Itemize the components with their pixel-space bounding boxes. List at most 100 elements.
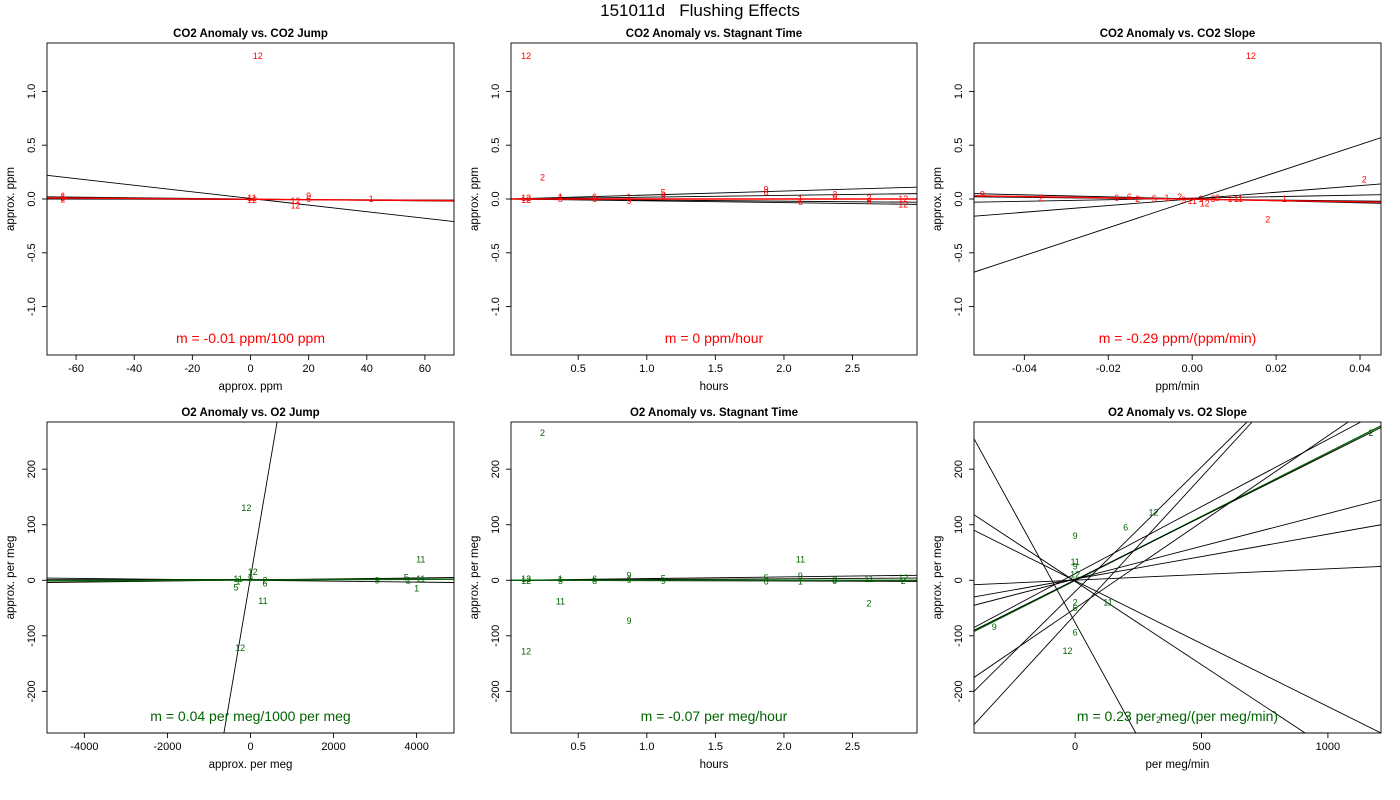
point-label: 12	[235, 643, 245, 653]
point-label: 12	[253, 51, 263, 61]
point-label: 6	[1215, 193, 1220, 203]
x-tick-label: 40	[361, 363, 373, 375]
point-label: 9	[626, 616, 631, 626]
point-label: 11	[1103, 597, 1112, 607]
panel-title: CO2 Anomaly vs. CO2 Slope	[1100, 28, 1256, 40]
point-label: 9	[832, 192, 837, 202]
x-tick-label: 1000	[1316, 741, 1340, 753]
x-tick-label: 0.04	[1349, 363, 1370, 375]
point-label: 9	[764, 184, 769, 194]
point-label: 9	[248, 574, 253, 584]
y-tick-label: 0.0	[953, 191, 965, 206]
point-label: 6	[263, 579, 268, 589]
point-label: 12	[521, 51, 531, 61]
point-label: 12	[247, 195, 257, 205]
fit-lines	[511, 574, 917, 582]
y-tick-label: 200	[26, 460, 38, 478]
x-tick-label: 4000	[404, 741, 428, 753]
fit-line	[974, 422, 1349, 678]
point-label: 2	[1177, 192, 1182, 202]
point-label: 1	[798, 194, 803, 204]
x-tick-label: 0	[247, 363, 253, 375]
point-label: 1	[1282, 194, 1287, 204]
fit-lines	[47, 174, 454, 223]
slope-annotation: m = 0 ppm/hour	[665, 330, 764, 346]
y-tick-label: 1.0	[26, 84, 38, 99]
y-tick-label: 0.0	[490, 191, 502, 206]
x-tick-label: 2.0	[776, 363, 791, 375]
point-label: 2	[263, 575, 268, 585]
point-label: 11	[1188, 196, 1197, 206]
y-axis-label: approx. ppm	[5, 167, 17, 231]
point-label: 11	[416, 555, 425, 565]
y-tick-label: -1.0	[490, 297, 502, 316]
x-axis-label: ppm/min	[1155, 381, 1199, 393]
fit-lines	[974, 422, 1381, 733]
point-label: 5	[661, 574, 666, 584]
point-label: 12	[248, 567, 258, 577]
point-label: 2	[1156, 715, 1161, 725]
point-label: 5	[558, 194, 563, 204]
point-label: 9	[626, 196, 631, 206]
point-label: 1	[558, 192, 563, 202]
point-label: 9	[798, 571, 803, 581]
y-axis: -1.0 -0.5 0.0 0.5 1.0 approx. ppm	[469, 84, 512, 316]
point-label: 12	[521, 193, 531, 203]
x-axis: 0 500 1000 per meg/min	[1072, 732, 1340, 771]
point-label: 12	[521, 576, 531, 586]
panel-o2-stag: O2 Anomaly vs. Stagnant Time212121215116…	[469, 407, 918, 771]
point-label: 6	[764, 576, 769, 586]
point-label: 11	[258, 596, 267, 606]
y-tick-label: 200	[490, 460, 502, 478]
point-label: 1	[626, 192, 631, 202]
x-tick-label: 60	[419, 363, 431, 375]
y-tick-label: 1.0	[953, 84, 965, 99]
point-label: 9	[626, 570, 631, 580]
x-axis-label: hours	[700, 759, 729, 771]
point-label: 12	[521, 574, 531, 584]
fit-line	[974, 183, 1381, 217]
x-tick-label: 0	[247, 741, 253, 753]
x-tick-label: 1.5	[708, 741, 723, 753]
y-axis-label: approx. ppm	[932, 167, 944, 231]
point-label: 2	[866, 193, 871, 203]
x-axis-label: per meg/min	[1146, 759, 1210, 771]
fit-lines	[974, 137, 1381, 273]
point-label: 12	[291, 196, 301, 206]
point-label: 11	[416, 574, 425, 584]
panel-title: O2 Anomaly vs. O2 Slope	[1108, 407, 1247, 419]
point-label: 9	[1073, 561, 1078, 571]
point-label: 6	[306, 194, 311, 204]
point-label: 6	[1114, 193, 1119, 203]
y-tick-label: 200	[953, 460, 965, 478]
x-tick-label: 2000	[321, 741, 345, 753]
point-label: 9	[980, 190, 985, 200]
y-tick-label: 0	[490, 577, 502, 583]
point-label: 2	[832, 190, 837, 200]
y-tick-label: 0	[953, 577, 965, 583]
fit-line	[47, 197, 454, 202]
x-tick-label: 2.5	[845, 363, 860, 375]
point-label: 11	[1070, 557, 1079, 567]
point-label: 9	[866, 196, 871, 206]
y-tick-label: -200	[953, 680, 965, 702]
point-label: 2	[832, 575, 837, 585]
y-axis: -1.0 -0.5 0.0 0.5 1.0 approx. ppm	[932, 84, 975, 316]
point-label: 12	[521, 195, 531, 205]
point-label: 5	[764, 573, 769, 583]
y-tick-label: -200	[490, 680, 502, 702]
fit-line	[974, 514, 1306, 733]
x-axis-label: approx. ppm	[219, 381, 283, 393]
point-label: 6	[592, 574, 597, 584]
x-axis-label: hours	[700, 381, 729, 393]
y-tick-label: 0.5	[953, 138, 965, 153]
y-tick-label: 100	[490, 516, 502, 534]
x-axis: -60 -40 -20 0 20 40 60 approx. ppm	[68, 354, 431, 393]
point-label: 9	[832, 576, 837, 586]
point-label: 12	[1246, 51, 1256, 61]
y-axis: -200 -100 0 100 200 approx. per meg	[5, 460, 48, 702]
